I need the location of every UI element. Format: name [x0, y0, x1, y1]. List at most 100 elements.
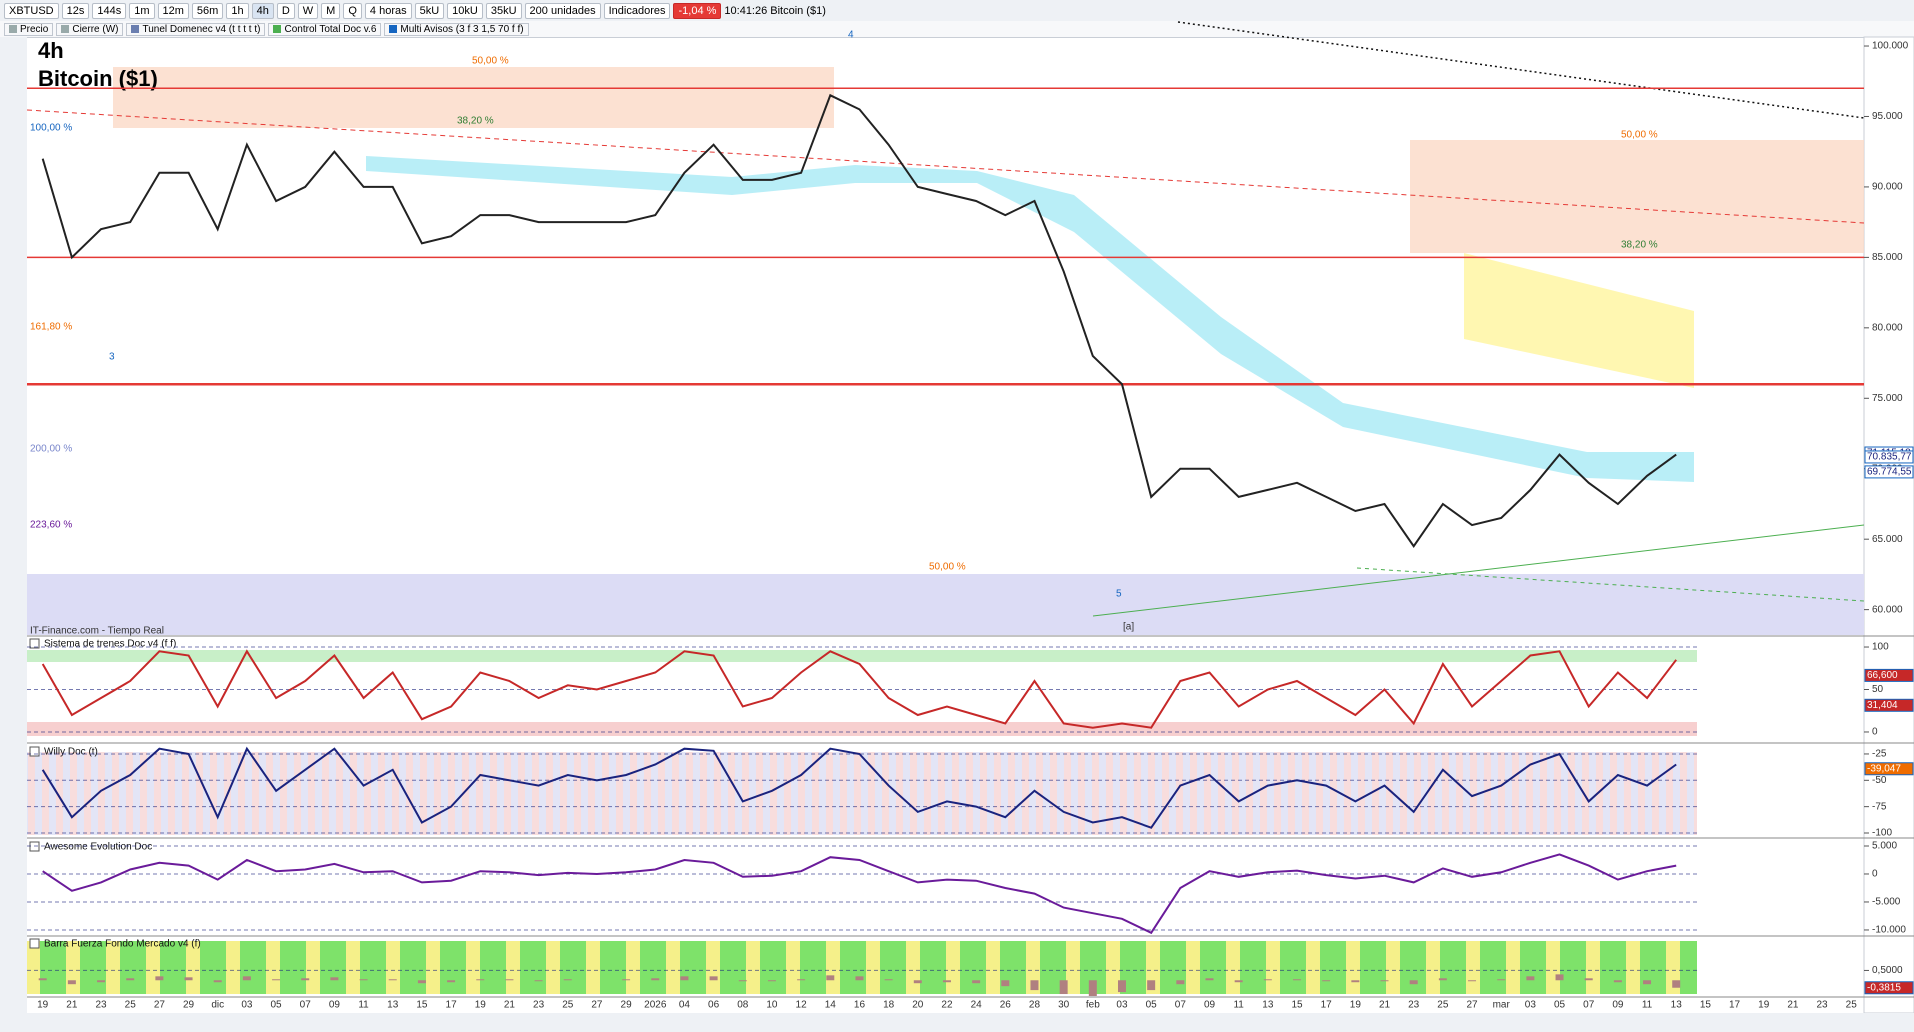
- x-tick-label: 25: [125, 1000, 137, 1011]
- price-tag: [1864, 465, 1914, 479]
- interval[interactable]: D: [276, 2, 295, 19]
- x-tick-label: 14: [825, 1000, 837, 1011]
- panel-close: [29, 841, 40, 852]
- bar: [1001, 980, 1010, 987]
- bar: [1643, 980, 1652, 985]
- bar: [767, 980, 776, 982]
- fib-label: 50,00 %: [472, 56, 509, 67]
- bar: [1351, 980, 1360, 983]
- unit[interactable]: 5kU: [414, 2, 445, 19]
- bar: [1613, 980, 1622, 983]
- interval[interactable]: 56m: [191, 2, 224, 19]
- x-tick-label: 11: [1233, 1000, 1244, 1011]
- x-tick-label: 13: [387, 1000, 399, 1011]
- panel-title: Barra Fuerza Fondo Mercado v4 (f): [44, 939, 201, 950]
- bar: [126, 978, 135, 981]
- bar: [505, 979, 514, 981]
- source: IT-Finance.com - Tiempo Real: [30, 626, 164, 637]
- y-tick-label: -75: [1872, 801, 1887, 812]
- y-tick-label: 100.000: [1872, 41, 1909, 52]
- price-tag: [1864, 981, 1914, 995]
- price-tag-label: 69.774,55: [1867, 467, 1912, 478]
- x-tick-label: 10: [766, 1000, 778, 1011]
- x-tick-label: 21: [1787, 1000, 1799, 1011]
- bar: [417, 980, 426, 984]
- interval[interactable]: 1h: [226, 2, 249, 19]
- legend-item[interactable]: Cierre (W): [56, 22, 124, 36]
- interval[interactable]: W: [297, 2, 319, 19]
- trend-line: [1092, 524, 1865, 617]
- x-tick-label: 15: [1291, 1000, 1303, 1011]
- interval[interactable]: 12s: [61, 2, 90, 19]
- x-tick-label: 11: [358, 1000, 369, 1011]
- x-tick-label: 13: [1671, 1000, 1683, 1011]
- x-tick-label: 30: [1058, 1000, 1070, 1011]
- interval[interactable]: 4h: [251, 2, 274, 19]
- bar: [1059, 980, 1068, 995]
- y-tick-label: 5.000: [1872, 841, 1897, 852]
- bar: [476, 979, 485, 981]
- bar: [38, 978, 47, 981]
- x-tick-label: 27: [591, 1000, 603, 1011]
- x-tick-label: 09: [329, 1000, 341, 1011]
- bar: [1030, 980, 1039, 991]
- timeframe: 4h: [38, 38, 64, 63]
- y-tick-label: -100: [1872, 828, 1892, 839]
- x-tick-label: 17: [1729, 1000, 1741, 1011]
- x-tick-label: 19: [1350, 1000, 1362, 1011]
- bar: [1468, 980, 1477, 982]
- bar: [1555, 974, 1564, 981]
- indicators[interactable]: Indicadores: [603, 2, 671, 19]
- bar: [1380, 980, 1389, 982]
- x-tick-label: 03: [1116, 1000, 1128, 1011]
- x-tick-label: 03: [241, 1000, 253, 1011]
- x-tick-label: 16: [854, 1000, 866, 1011]
- y-tick-label: 50: [1872, 684, 1884, 695]
- x-tick-label: 05: [1554, 1000, 1566, 1011]
- unit[interactable]: 10kU: [447, 2, 483, 19]
- bar: [709, 976, 718, 981]
- bar: [388, 979, 397, 981]
- bar: [1409, 980, 1418, 985]
- bar: [884, 979, 893, 981]
- interval[interactable]: Q: [343, 2, 362, 19]
- fib-label: 161,80 %: [30, 322, 72, 333]
- legend-item[interactable]: Precio: [4, 22, 54, 36]
- wave-label: 3: [109, 352, 115, 363]
- bar: [359, 979, 368, 981]
- x-tick-label: 09: [1612, 1000, 1624, 1011]
- unit[interactable]: 35kU: [485, 2, 522, 19]
- legend-text: Multi Avisos (3 f 3 1,5 70 f f): [400, 23, 524, 35]
- quantity[interactable]: 200 unidades: [524, 2, 601, 19]
- interval[interactable]: 1m: [129, 2, 155, 19]
- panel-close: [29, 746, 40, 757]
- price-tag-label: 66,600: [1867, 670, 1898, 681]
- y-tick-label: 85.000: [1872, 252, 1903, 263]
- y-tick-label: 80.000: [1872, 322, 1903, 333]
- bar: [301, 978, 310, 981]
- interval[interactable]: 144s: [92, 2, 127, 19]
- y-tick-label: -10.000: [1872, 925, 1906, 936]
- symbol[interactable]: XBTUSD: [4, 2, 59, 19]
- y-tick-label: 95.000: [1872, 111, 1903, 122]
- legend-bar: Precio Cierre (W) Tunel Domenec v4 (t t …: [0, 21, 1914, 38]
- bar: [972, 980, 981, 984]
- period[interactable]: 4 horas: [364, 2, 412, 19]
- legend-item[interactable]: Tunel Domenec v4 (t t t t t): [126, 22, 266, 36]
- legend-item[interactable]: Control Total Doc v.6: [268, 22, 382, 36]
- x-tick-label: 27: [154, 1000, 166, 1011]
- bar: [155, 976, 164, 981]
- x-tick-label: 15: [1700, 1000, 1712, 1011]
- interval[interactable]: M: [321, 2, 341, 19]
- wave-label: 4: [848, 30, 854, 41]
- fib-zone: [113, 67, 834, 128]
- wave-label: [a]: [1123, 622, 1134, 633]
- fib-label: 100,00 %: [30, 123, 72, 134]
- zone: [27, 752, 1697, 835]
- legend-item[interactable]: Multi Avisos (3 f 3 1,5 70 f f): [384, 22, 529, 36]
- interval[interactable]: 12m: [157, 2, 189, 19]
- zone: [1464, 253, 1694, 388]
- x-tick-label: 08: [737, 1000, 749, 1011]
- x-tick-label: 25: [1846, 1000, 1858, 1011]
